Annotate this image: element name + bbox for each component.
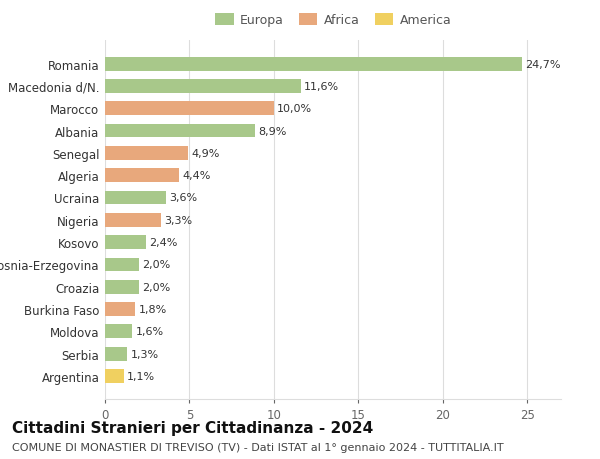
Bar — [105, 213, 161, 227]
Text: 1,1%: 1,1% — [127, 371, 155, 381]
Bar — [105, 169, 179, 183]
Bar — [105, 369, 124, 383]
Bar — [105, 146, 188, 161]
Text: 1,8%: 1,8% — [139, 304, 167, 314]
Bar — [105, 347, 127, 361]
Bar — [105, 325, 132, 339]
Text: 1,6%: 1,6% — [136, 327, 164, 336]
Text: 4,4%: 4,4% — [182, 171, 211, 181]
Bar — [105, 235, 146, 250]
Text: 11,6%: 11,6% — [304, 82, 340, 92]
Text: 3,3%: 3,3% — [164, 215, 192, 225]
Text: COMUNE DI MONASTIER DI TREVISO (TV) - Dati ISTAT al 1° gennaio 2024 - TUTTITALIA: COMUNE DI MONASTIER DI TREVISO (TV) - Da… — [12, 442, 503, 452]
Text: 2,0%: 2,0% — [142, 282, 170, 292]
Bar — [105, 258, 139, 272]
Bar — [105, 57, 522, 72]
Bar — [105, 280, 139, 294]
Legend: Europa, Africa, America: Europa, Africa, America — [212, 12, 454, 30]
Text: 4,9%: 4,9% — [191, 149, 220, 158]
Text: 2,0%: 2,0% — [142, 260, 170, 270]
Text: 3,6%: 3,6% — [169, 193, 197, 203]
Bar — [105, 191, 166, 205]
Bar — [105, 80, 301, 94]
Text: 8,9%: 8,9% — [259, 126, 287, 136]
Text: Cittadini Stranieri per Cittadinanza - 2024: Cittadini Stranieri per Cittadinanza - 2… — [12, 420, 373, 435]
Bar — [105, 102, 274, 116]
Bar — [105, 302, 136, 316]
Text: 2,4%: 2,4% — [149, 238, 177, 247]
Text: 1,3%: 1,3% — [130, 349, 158, 359]
Text: 10,0%: 10,0% — [277, 104, 313, 114]
Text: 24,7%: 24,7% — [526, 60, 561, 69]
Bar — [105, 124, 256, 138]
